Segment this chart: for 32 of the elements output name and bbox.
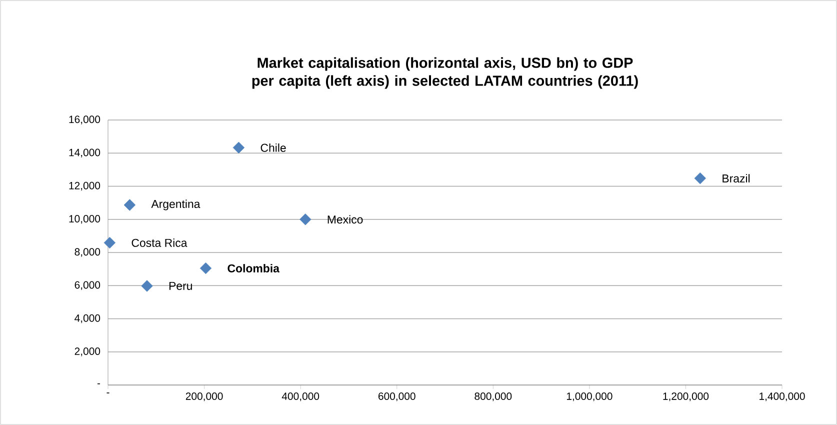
annotation: Mexico [328,215,363,224]
annotation: Chile [260,143,286,152]
point [300,214,312,226]
y-tick-label: - [97,383,100,384]
point [124,199,136,211]
annotation: Peru [169,282,192,290]
x-tick-label: 600,000 [378,392,416,402]
annotation: Argentina [151,200,200,210]
x-tick-label: 1,400,000 [760,392,805,402]
chart-title: Market capitalisation (horizontal axis, USD bn) to GDP per capita (left axis) in selected LATAM countries (2011) [252,57,638,89]
y-tick-label: 6,000 [74,281,100,290]
y-tick-label: 12,000 [69,182,100,191]
y-tick-label: 16,000 [69,116,100,124]
point [232,142,245,154]
y-tick-label: 10,000 [69,215,100,224]
y-tick-label: 2,000 [74,348,100,356]
annotation: Brazil [722,174,750,182]
y-tick-label: 4,000 [74,314,100,324]
point [200,262,212,274]
x-tick-label: 800,000 [474,392,512,402]
point [141,280,153,292]
x-tick-label: 200,000 [186,392,223,402]
x-tick-label: 1,200,000 [663,392,709,402]
annotation: Colombia [228,264,280,272]
x-tick-label: 1,000,000 [566,392,612,402]
y-tick-label: 8,000 [74,248,100,257]
point [104,236,116,249]
y-tick-label: 14,000 [69,148,100,158]
x-tick-label: 400,000 [282,392,320,402]
point [694,172,706,184]
annotation: Costa Rica [132,238,188,247]
x-tick-label: - [106,392,110,394]
